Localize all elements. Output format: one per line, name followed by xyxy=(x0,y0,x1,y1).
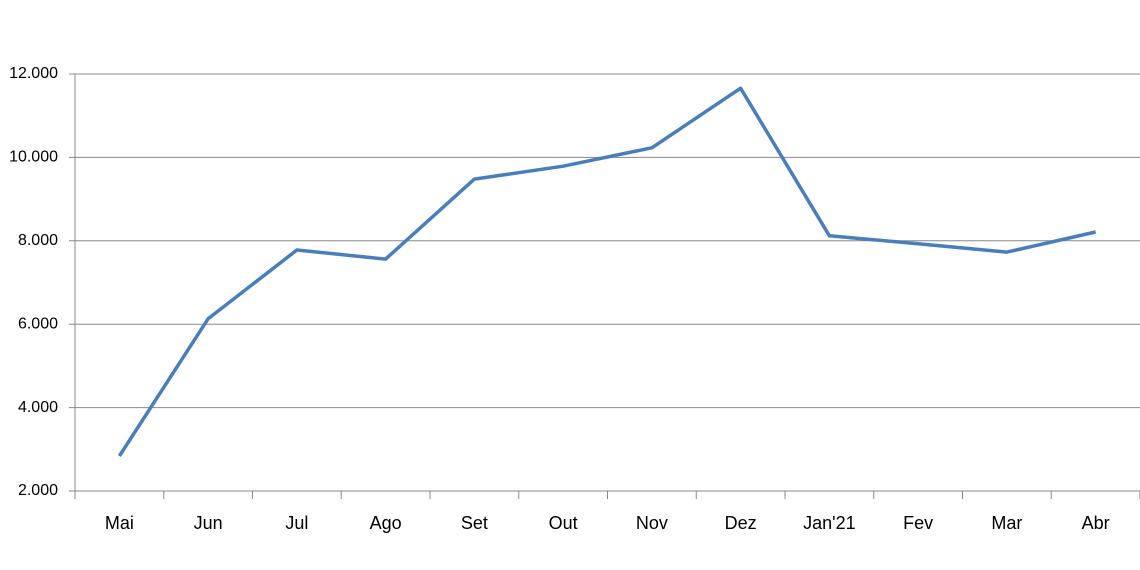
y-tick-label: 2.000 xyxy=(18,482,58,499)
y-tick-label: 10.000 xyxy=(9,149,58,166)
x-tick-label: Mai xyxy=(105,513,134,533)
y-tick-label: 6.000 xyxy=(18,315,58,332)
x-tick-label: Dez xyxy=(725,513,757,533)
x-tick-label: Out xyxy=(549,513,578,533)
x-tick-label: Jul xyxy=(285,513,308,533)
data-line xyxy=(117,86,1096,457)
x-tick-label: Fev xyxy=(903,513,933,533)
y-tick-label: 4.000 xyxy=(18,399,58,416)
x-tick-label: Jan'21 xyxy=(803,513,855,533)
x-tick-label: Abr xyxy=(1082,513,1110,533)
x-tick-label: Set xyxy=(461,513,488,533)
x-tick-label: Ago xyxy=(370,513,402,533)
x-tick-label: Jun xyxy=(194,513,223,533)
x-tick-label: Nov xyxy=(636,513,668,533)
y-tick-label: 12.000 xyxy=(9,65,58,82)
y-tick-label: 8.000 xyxy=(18,232,58,249)
x-tick-label: Mar xyxy=(991,513,1022,533)
